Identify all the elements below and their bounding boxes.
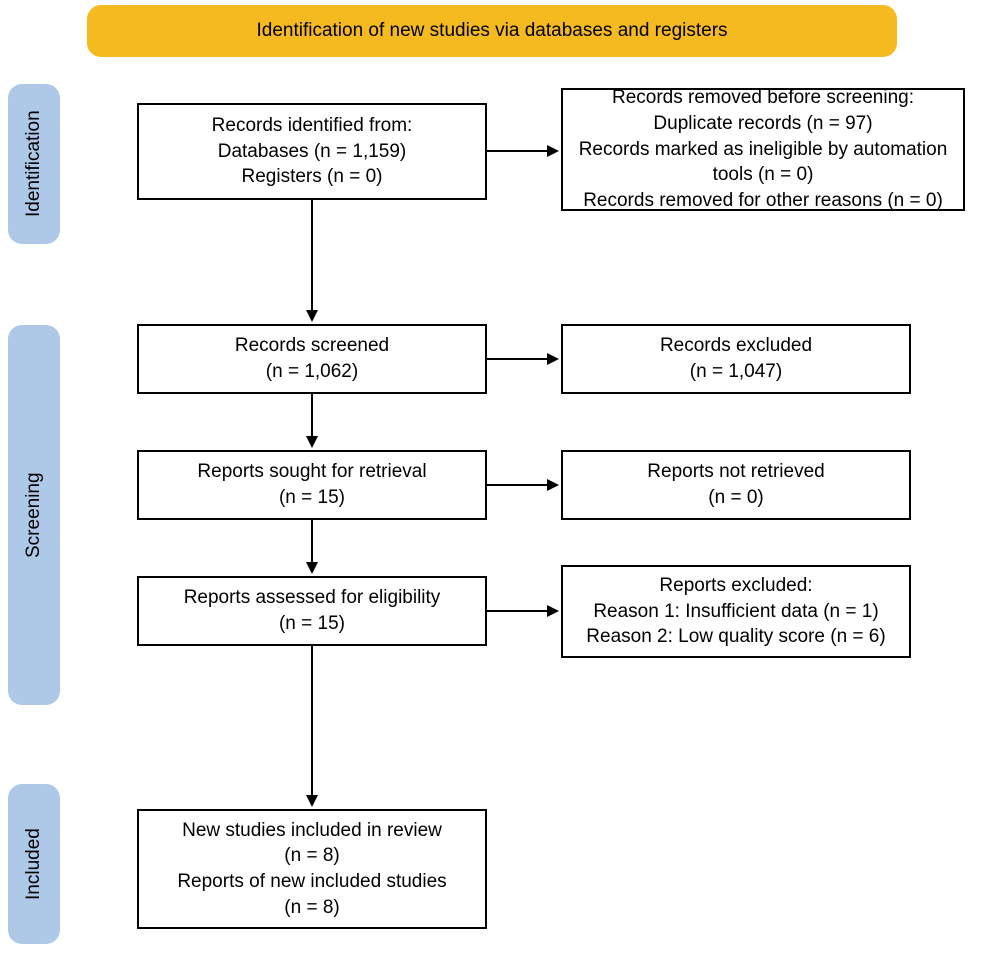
box-reports-assessed: Reports assessed for eligibility(n = 15) [137,576,487,646]
box-reports-not-retrieved: Reports not retrieved(n = 0) [561,450,911,520]
box-line: Records removed for other reasons (n = 0… [583,188,943,214]
box-line: Reason 2: Low quality score (n = 6) [586,624,885,650]
box-line: (n = 8) [284,895,339,921]
box-records-removed: Records removed before screening:Duplica… [561,88,965,211]
box-line: (n = 15) [279,611,345,637]
box-line: Records marked as ineligible by automati… [571,137,955,188]
box-line: (n = 1,047) [690,359,782,385]
box-line: Records screened [235,333,389,359]
box-line: Records excluded [660,333,812,359]
box-line: (n = 1,062) [266,359,358,385]
box-line: (n = 8) [284,843,339,869]
box-records-identified: Records identified from:Databases (n = 1… [137,103,487,200]
phase-label: Screening [23,472,45,558]
flowchart-canvas: Identification of new studies via databa… [0,0,986,979]
box-line: (n = 0) [708,485,763,511]
phase-label: Identification [23,111,45,218]
box-line: Reports assessed for eligibility [184,585,441,611]
box-line: New studies included in review [182,818,442,844]
box-line: Duplicate records (n = 97) [653,111,872,137]
box-line: Reports sought for retrieval [197,459,426,485]
box-line: (n = 15) [279,485,345,511]
box-new-studies: New studies included in review(n = 8)Rep… [137,809,487,929]
phase-screening: Screening [8,325,60,705]
box-line: Records identified from: [212,113,413,139]
box-line: Reports excluded: [659,573,812,599]
phase-included: Included [8,784,60,944]
box-line: Reports of new included studies [177,869,446,895]
box-line: Records removed before screening: [612,85,914,111]
phase-identification: Identification [8,84,60,244]
box-line: Reports not retrieved [647,459,824,485]
header-bar: Identification of new studies via databa… [87,5,897,57]
phase-label: Included [23,828,45,900]
box-line: Databases (n = 1,159) [218,139,407,165]
box-reports-excluded: Reports excluded:Reason 1: Insufficient … [561,565,911,658]
header-text: Identification of new studies via databa… [256,20,727,42]
box-line: Reason 1: Insufficient data (n = 1) [593,599,878,625]
box-records-excluded: Records excluded(n = 1,047) [561,324,911,394]
box-reports-sought: Reports sought for retrieval(n = 15) [137,450,487,520]
box-line: Registers (n = 0) [242,164,383,190]
box-records-screened: Records screened(n = 1,062) [137,324,487,394]
